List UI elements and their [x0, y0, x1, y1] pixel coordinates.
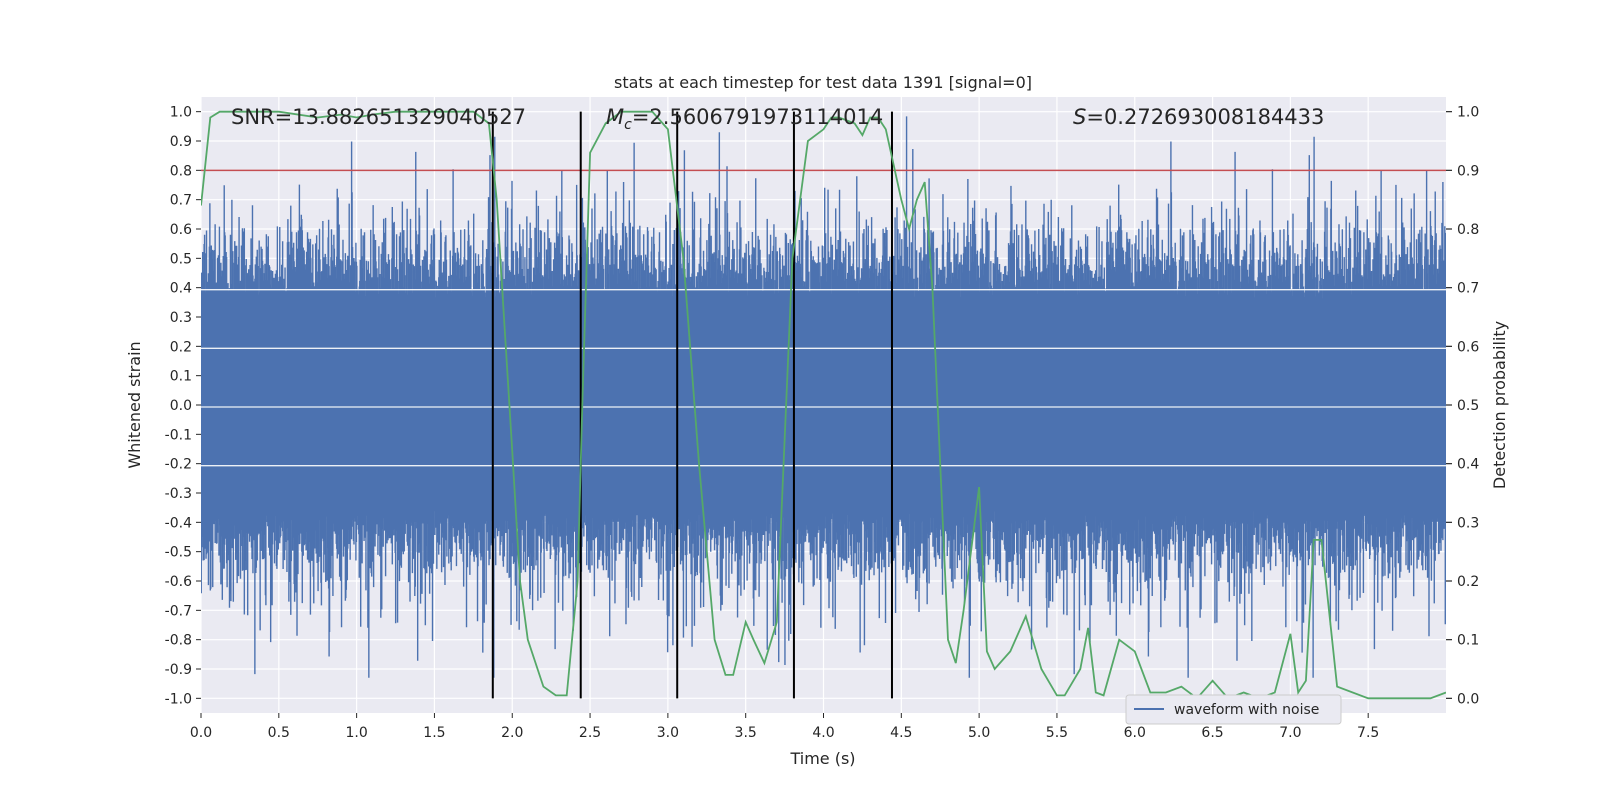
x-tick-label: 6.0 — [1124, 725, 1146, 741]
y2-tick-label: 0.9 — [1457, 163, 1479, 179]
spin-symbol: S — [1073, 105, 1086, 129]
x-tick-label: 1.0 — [345, 725, 367, 741]
legend-box — [1125, 694, 1342, 725]
x-tick-label: 2.5 — [579, 725, 601, 741]
x-tick-label: 7.5 — [1357, 725, 1379, 741]
x-axis-label: Time (s) — [789, 749, 855, 768]
y-tick-label: 0.4 — [170, 281, 192, 297]
waveform-core-band — [201, 299, 1446, 511]
chirp-mass-symbol: M — [606, 105, 624, 129]
y-tick-label: -0.4 — [165, 515, 192, 531]
y2-tick-label: 0.5 — [1457, 398, 1479, 414]
y-tick-label: -0.6 — [165, 574, 192, 590]
x-tick-label: 5.0 — [968, 725, 990, 741]
x-tick-label: 1.5 — [423, 725, 445, 741]
chirp-mass-value: =2.5606791973114014 — [632, 105, 883, 129]
x-tick-label: 0.0 — [190, 725, 212, 741]
y2-tick-label: 0.8 — [1457, 222, 1479, 238]
y-tick-label: 0.0 — [170, 398, 192, 414]
y-tick-label: -0.8 — [165, 633, 192, 649]
y-tick-label: -1.0 — [165, 691, 192, 707]
y2-tick-label: 1.0 — [1457, 105, 1479, 121]
y2-axis-label: Detection probability — [1490, 321, 1509, 489]
legend-label-waveform: waveform with noise — [1174, 702, 1319, 718]
y2-tick-label: 0.3 — [1457, 515, 1479, 531]
y-tick-label: 0.8 — [170, 163, 192, 179]
chirp-mass-annotation: Mc=2.5606791973114014 — [606, 105, 883, 133]
x-tick-label: 0.5 — [268, 725, 290, 741]
chirp-mass-subscript: c — [624, 117, 632, 133]
y-tick-label: -0.5 — [165, 545, 192, 561]
y2-tick-label: 0.7 — [1457, 281, 1479, 297]
x-tick-label: 7.0 — [1279, 725, 1301, 741]
snr-annotation: SNR=13.882651329040527 — [231, 105, 526, 129]
y-tick-label: 0.5 — [170, 251, 192, 267]
y-tick-label: 0.2 — [170, 339, 192, 355]
y-tick-label: -0.2 — [165, 457, 192, 473]
y-tick-label: -0.7 — [165, 603, 192, 619]
chart-title: stats at each timestep for test data 139… — [614, 73, 1032, 92]
y-tick-label: -0.9 — [165, 662, 192, 678]
x-tick-label: 4.0 — [812, 725, 834, 741]
x-tick-label: 6.5 — [1201, 725, 1223, 741]
x-tick-label: 5.5 — [1046, 725, 1068, 741]
probability-curve — [201, 110, 1446, 700]
y-tick-label: 1.0 — [170, 105, 192, 121]
y2-tick-label: 0.0 — [1457, 691, 1479, 707]
legend: waveform with noise — [1125, 694, 1342, 725]
axis-layer: 0.0 0.5 1.0 1.5 2.0 2.5 3.0 3.5 4.0 4.5 5.0 5.5 6.0 6… — [165, 105, 1480, 741]
x-tick-label: 2.0 — [501, 725, 523, 741]
y2-tick-label: 0.1 — [1457, 633, 1479, 649]
spin-annotation: S=0.272693008184433 — [1073, 105, 1324, 129]
y-tick-label: 0.1 — [170, 369, 192, 385]
x-tick-label: 3.5 — [735, 725, 757, 741]
y2-tick-label: 0.6 — [1457, 339, 1479, 355]
y-tick-label: 0.6 — [170, 222, 192, 238]
y2-tick-label: 0.4 — [1457, 457, 1479, 473]
y-tick-label: 0.3 — [170, 310, 192, 326]
y-tick-label: -0.3 — [165, 486, 192, 502]
x-tick-label: 3.0 — [657, 725, 679, 741]
y-tick-label: -0.1 — [165, 427, 192, 443]
spin-value: =0.272693008184433 — [1086, 105, 1324, 129]
data-layer — [201, 110, 1446, 700]
y2-tick-label: 0.2 — [1457, 574, 1479, 590]
y-axis-label: Whitened strain — [125, 341, 144, 468]
y-tick-label: 0.7 — [170, 193, 192, 209]
y-tick-label: 0.9 — [170, 134, 192, 150]
x-tick-label: 4.5 — [890, 725, 912, 741]
